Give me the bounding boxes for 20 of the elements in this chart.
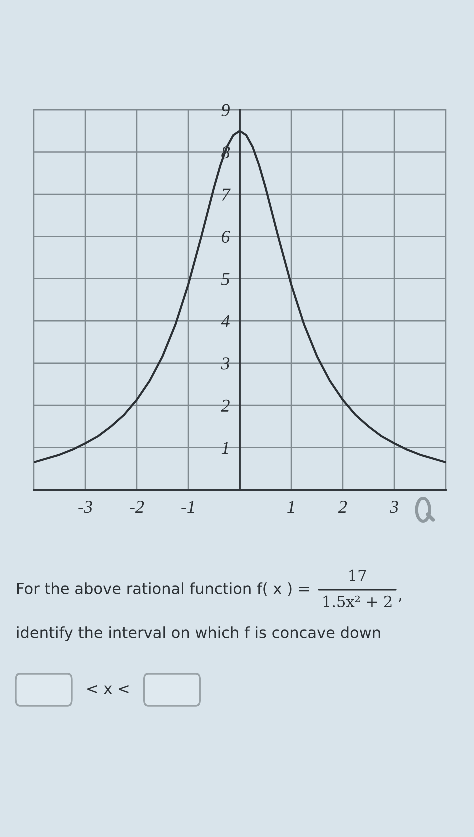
x-tick-label: 1 (288, 501, 294, 513)
y-tick-label: 2 (221, 400, 230, 412)
text: 17 (350, 570, 366, 582)
x-tick-label: 2 (338, 500, 348, 513)
x-tick-label: -3 (78, 500, 92, 514)
y-tick-label: 1 (222, 442, 228, 454)
y-tick-label: 6 (222, 230, 230, 244)
y-tick-label: 3 (221, 358, 230, 370)
y-tick-label: 4 (221, 315, 230, 328)
x-tick-label: -2 (130, 500, 144, 513)
text: < x < (88, 685, 129, 694)
text: identify the interval on which f is concave down (17, 626, 380, 642)
text: For the above rational function f( x ) = (18, 582, 310, 596)
text: 1.5x² + 2 (324, 596, 392, 608)
y-tick-label: 9 (222, 104, 230, 116)
y-tick-label: 7 (222, 188, 231, 201)
x-tick-label: 3 (390, 500, 398, 514)
y-tick-label: 5 (222, 273, 230, 286)
text: , (399, 598, 402, 602)
x-tick-label: -1 (182, 501, 194, 513)
